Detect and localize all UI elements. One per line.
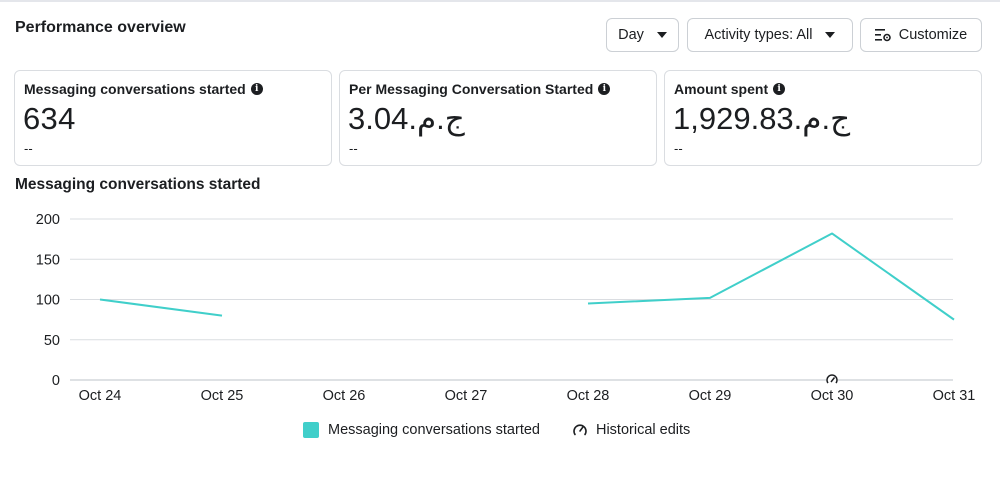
metric-card-conversations: Messaging conversations started i 634 -- (14, 70, 332, 166)
metric-label: Per Messaging Conversation Started (349, 81, 594, 97)
info-icon[interactable]: i (250, 83, 263, 95)
x-tick-label: Oct 29 (689, 388, 732, 404)
customize-label: Customize (898, 27, 968, 43)
activity-types-label: Activity types: All (704, 27, 813, 43)
legend-series-label: Messaging conversations started (328, 422, 540, 438)
line-chart: 0 50 100 150 200 Oct 24 Oct 25 Oct 26 Oct 27 Oct … (36, 212, 976, 404)
day-dropdown-button[interactable]: Day (606, 18, 679, 52)
metric-value: ج.م.1,929.83 (673, 101, 851, 136)
caret-down-icon (656, 32, 667, 38)
sliders-icon (874, 29, 891, 42)
x-tick-label: Oct 27 (445, 388, 488, 404)
historical-edit-marker-icon[interactable] (826, 374, 838, 386)
metric-card-amount-spent: Amount spent i ج.م.1,929.83 -- (664, 70, 982, 166)
activity-types-dropdown-button[interactable]: Activity types: All (687, 18, 853, 52)
metric-delta: -- (674, 141, 683, 156)
y-tick-label: 200 (36, 212, 60, 228)
legend-item-historical-edits[interactable]: Historical edits (572, 422, 690, 438)
series-line (587, 232, 955, 321)
customize-button[interactable]: Customize (860, 18, 982, 52)
metric-value: ج.م.3.04 (348, 101, 465, 136)
y-tick-label: 100 (36, 293, 60, 309)
legend-edits-label: Historical edits (595, 422, 691, 438)
x-tick-label: Oct 28 (567, 388, 610, 404)
x-tick-label: Oct 25 (201, 388, 244, 404)
legend-item-series[interactable]: Messaging conversations started (303, 422, 540, 438)
x-tick-label: Oct 26 (323, 388, 366, 404)
metric-delta: -- (349, 141, 358, 156)
y-tick-label: 50 (44, 333, 60, 349)
gauge-edit-icon (573, 424, 587, 436)
legend-swatch (303, 422, 319, 438)
metric-label: Amount spent (674, 81, 769, 97)
info-icon[interactable]: i (773, 83, 786, 95)
chart-legend: Messaging conversations started Historic… (303, 422, 690, 438)
x-tick-label: Oct 30 (811, 388, 854, 404)
page-title: Performance overview (15, 19, 186, 36)
metric-label: Messaging conversations started (24, 81, 246, 97)
caret-down-icon (825, 32, 836, 38)
series-line (99, 298, 223, 317)
chart-title: Messaging conversations started (15, 176, 261, 193)
x-tick-label: Oct 31 (933, 388, 976, 404)
day-dropdown-label: Day (618, 27, 644, 43)
y-tick-label: 0 (52, 373, 60, 389)
y-tick-label: 150 (36, 252, 60, 268)
metric-delta: -- (24, 141, 33, 156)
metric-card-cost-per-conversation: Per Messaging Conversation Started i ج.م… (339, 70, 657, 166)
top-divider (0, 0, 1000, 2)
x-tick-label: Oct 24 (79, 388, 122, 404)
metric-value: 634 (23, 101, 76, 136)
info-icon[interactable]: i (598, 83, 611, 95)
